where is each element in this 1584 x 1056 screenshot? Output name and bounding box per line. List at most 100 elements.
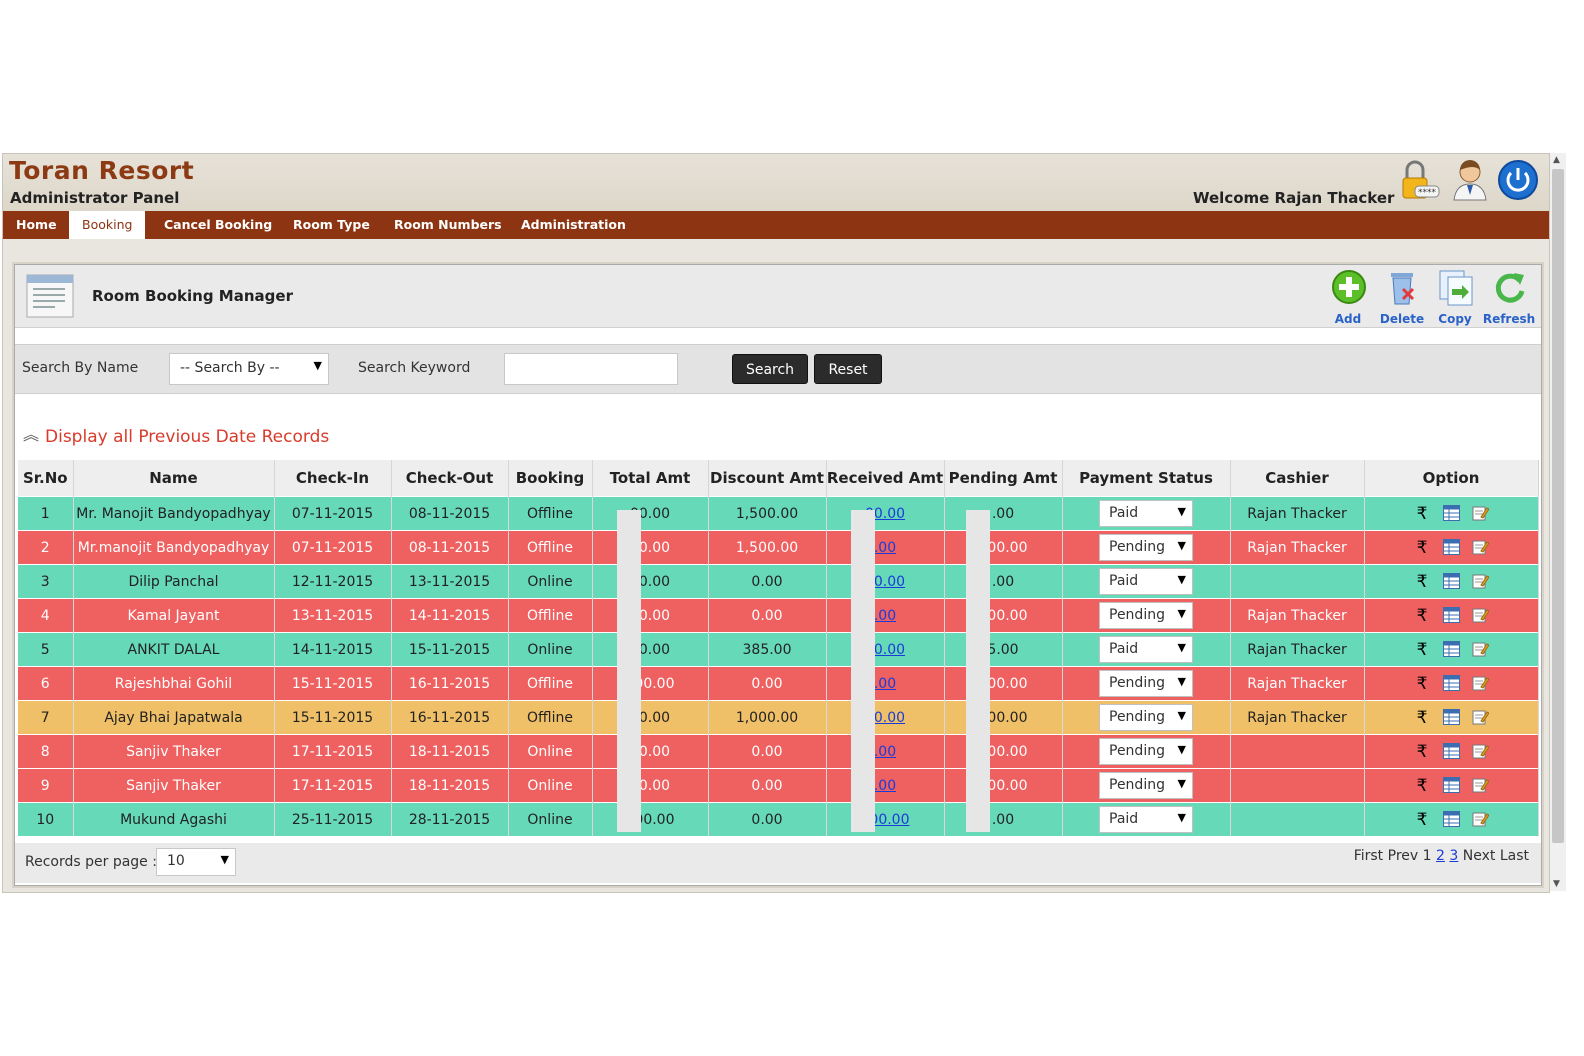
rupee-icon[interactable]: ₹ [1416,605,1428,626]
edit-icon[interactable] [1472,539,1490,557]
edit-icon[interactable] [1472,505,1490,523]
cell-total-amt: 00.00 [592,632,709,667]
table-view-icon[interactable] [1442,674,1460,693]
search-button[interactable]: Search [732,354,808,384]
user-icon[interactable] [1449,158,1491,202]
table-view-icon[interactable] [1442,504,1460,523]
copy-label: Copy [1438,312,1472,326]
cell-received-amt: .00 [826,530,945,565]
payment-status-select[interactable]: Pending ▼ [1099,534,1193,561]
search-keyword-input[interactable] [504,353,678,385]
rupee-icon[interactable]: ₹ [1416,741,1428,762]
previous-records-link[interactable]: ︽ Display all Previous Date Records [23,423,329,447]
payment-status-select[interactable]: Paid ▼ [1099,636,1193,663]
nav-room-type[interactable]: Room Type [293,217,370,232]
reset-button[interactable]: Reset [814,354,882,384]
rupee-icon[interactable]: ₹ [1416,503,1428,524]
add-icon [1332,270,1366,304]
records-per-page-select[interactable]: 10 ▼ [156,848,236,876]
table-row: 10 Mukund Agashi 25-11-2015 28-11-2015 Onlin… [18,802,1539,836]
power-icon[interactable] [1497,158,1539,202]
payment-status-select[interactable]: Pending ▼ [1099,772,1193,799]
edit-icon[interactable] [1472,743,1490,761]
rupee-icon[interactable]: ₹ [1416,673,1428,694]
header-discount-amt[interactable]: Discount Amt [708,460,827,497]
rupee-icon[interactable]: ₹ [1416,809,1428,830]
nav-cancel-booking[interactable]: Cancel Booking [164,217,273,232]
table-view-icon[interactable] [1442,742,1460,761]
cell-option: ₹ [1364,666,1539,701]
cell-name: Mukund Agashi [73,802,275,836]
payment-status-select[interactable]: Pending ▼ [1099,704,1193,731]
payment-status-select[interactable]: Pending ▼ [1099,738,1193,765]
edit-icon[interactable] [1472,573,1490,591]
header-booking[interactable]: Booking [508,460,593,497]
nav-room-numbers[interactable]: Room Numbers [394,217,502,232]
refresh-button[interactable]: Refresh [1482,269,1536,327]
table-view-icon[interactable] [1442,640,1460,659]
table-view-icon[interactable] [1442,776,1460,795]
rupee-icon[interactable]: ₹ [1416,537,1428,558]
edit-icon[interactable] [1472,675,1490,693]
add-button[interactable]: Add [1321,269,1375,327]
copy-button[interactable]: Copy [1428,269,1482,327]
chevron-down-icon: ▼ [1177,607,1186,620]
pager-first[interactable]: First [1353,848,1384,864]
edit-icon[interactable] [1472,641,1490,659]
rupee-icon[interactable]: ₹ [1416,775,1428,796]
pager-page-3[interactable]: 3 [1449,848,1459,864]
received-amount-link[interactable]: .00 [873,777,897,794]
table-view-icon[interactable] [1442,538,1460,557]
header-total-amt[interactable]: Total Amt [592,460,709,497]
rupee-icon[interactable]: ₹ [1416,639,1428,660]
pager-last[interactable]: Last [1499,848,1529,864]
document-icon [25,271,77,325]
edit-icon[interactable] [1472,607,1490,625]
header-name[interactable]: Name [73,460,275,497]
received-amount-link[interactable]: .00 [873,743,897,760]
nav-administration[interactable]: Administration [521,217,626,232]
cell-payment-status: Pending ▼ [1062,666,1231,701]
search-by-select[interactable]: -- Search By -- ▼ [169,353,329,385]
table-view-icon[interactable] [1442,708,1460,727]
payment-status-select[interactable]: Pending ▼ [1099,602,1193,629]
delete-button[interactable]: Delete [1375,269,1429,327]
payment-status-select[interactable]: Paid ▼ [1099,806,1193,833]
header-payment-status[interactable]: Payment Status [1062,460,1231,497]
table-view-icon[interactable] [1442,810,1460,829]
payment-status-select[interactable]: Paid ▼ [1099,568,1193,595]
rupee-icon[interactable]: ₹ [1416,707,1428,728]
rupee-icon[interactable]: ₹ [1416,571,1428,592]
header-check-in[interactable]: Check-In [274,460,392,497]
header-check-out[interactable]: Check-Out [391,460,509,497]
nav-home[interactable]: Home [16,217,57,232]
edit-icon[interactable] [1472,709,1490,727]
chevron-down-icon: ▼ [313,359,322,372]
scrollbar-thumb[interactable] [1552,169,1564,843]
header-received-amt[interactable]: Received Amt [826,460,945,497]
received-amount-link[interactable]: .00 [873,675,897,692]
payment-status-select[interactable]: Pending ▼ [1099,670,1193,697]
cell-total-amt: 00.00 [592,700,709,735]
table-footer: Records per page : 10 ▼ First Prev 1 2 3… [15,843,1541,883]
pager-page-2[interactable]: 2 [1436,848,1445,864]
header-cashier[interactable]: Cashier [1230,460,1365,497]
table-view-icon[interactable] [1442,572,1460,591]
payment-status-select[interactable]: Paid ▼ [1099,500,1193,527]
received-amount-link[interactable]: .00 [873,539,897,556]
lock-icon[interactable]: **** [1399,158,1441,202]
search-keyword-label: Search Keyword [358,360,471,376]
pager-prev[interactable]: Prev [1387,848,1419,864]
nav-booking[interactable]: Booking [69,211,146,239]
edit-icon[interactable] [1472,777,1490,795]
scroll-up-arrow-icon[interactable]: ▲ [1553,155,1560,165]
header-sr-no[interactable]: Sr.No [18,460,74,497]
vertical-scrollbar[interactable]: ▲ ▼ [1550,153,1566,891]
received-amount-link[interactable]: .00 [873,607,897,624]
table-view-icon[interactable] [1442,606,1460,625]
scroll-down-arrow-icon[interactable]: ▼ [1553,879,1560,889]
header-pending-amt[interactable]: Pending Amt [944,460,1063,497]
cell-option: ₹ [1364,734,1539,769]
edit-icon[interactable] [1472,811,1490,829]
pager-next[interactable]: Next [1462,848,1496,864]
